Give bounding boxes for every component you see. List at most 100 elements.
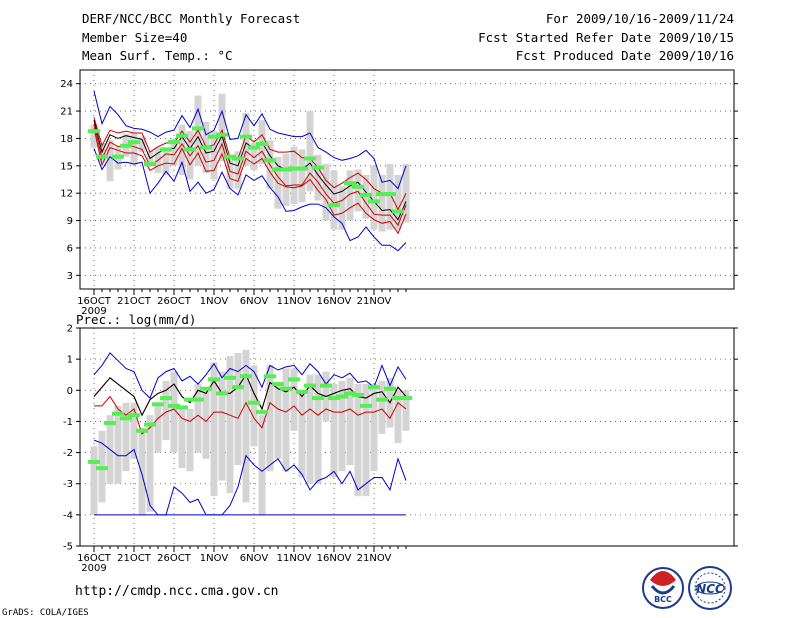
precip-ensemble-box <box>362 384 370 497</box>
precip-observed-mark <box>112 411 124 416</box>
temp-ensemble-box <box>90 124 98 148</box>
precip-observed-mark <box>344 391 356 396</box>
precip-ensemble-box <box>394 390 402 444</box>
temp-x-tick-label: 16OCT <box>77 296 112 307</box>
temp-observed-mark <box>280 167 292 172</box>
precip-ensemble-box <box>330 384 338 478</box>
temp-ensemble-box <box>298 149 306 203</box>
precip-observed-mark <box>232 385 244 390</box>
temp-observed-mark <box>208 134 220 139</box>
precip-observed-mark <box>200 386 212 391</box>
precip-ensemble-box <box>146 415 154 512</box>
temp-ensemble-box <box>250 143 258 171</box>
temp-observed-mark <box>344 181 356 186</box>
temperature-panel: 3 6 9 12 15 18 21 24 16OCT 21OCT 26OCT 1NOV 6NOV 11NO… <box>60 69 738 317</box>
precip-max-line <box>93 352 407 399</box>
precip-observed-mark <box>392 396 404 401</box>
temp-observed-mark <box>176 133 188 138</box>
precip-observed-mark <box>168 403 180 408</box>
precip-ensemble-box <box>234 352 242 466</box>
temp-ensemble-box <box>210 131 218 180</box>
temp-y-tick-label: 12 <box>60 189 73 200</box>
temp-y-tick-label: 21 <box>60 107 73 118</box>
precip-observed-mark <box>216 391 228 396</box>
precip-observed-mark <box>264 374 276 379</box>
precip-y-tick-label: -3 <box>63 479 73 490</box>
precip-ensemble-box <box>226 356 234 494</box>
temp-ensemble-box <box>218 93 226 162</box>
precip-ensemble-box <box>306 374 314 484</box>
precip-observed-mark <box>336 394 348 399</box>
temp-observed-mark <box>128 140 140 145</box>
precip-ensemble-box <box>170 371 178 453</box>
ncc-logo-text: NCC <box>696 582 724 596</box>
temp-observed-mark <box>360 193 372 198</box>
temp-observed-mark <box>256 141 268 146</box>
precip-ensemble-box <box>290 368 298 431</box>
precip-plot-area <box>80 328 734 546</box>
temp-observed-mark <box>368 199 380 204</box>
precip-x-tick-label: 16OCT <box>77 553 112 564</box>
temp-ensemble-box <box>402 163 410 223</box>
precip-ensemble-box <box>122 402 130 472</box>
temp-observed-mark <box>392 209 404 214</box>
temp-x-tick-label: 16NOV <box>317 296 352 307</box>
precip-observed-mark <box>128 413 140 418</box>
temp-year-label: 2009 <box>81 306 106 317</box>
temp-ensemble-box <box>394 174 402 230</box>
temp-observed-mark <box>240 134 252 139</box>
precip-observed-mark <box>240 374 252 379</box>
precip-observed-mark <box>256 410 268 415</box>
precip-ensemble-box <box>218 371 226 481</box>
temp-observed-mark <box>216 132 228 137</box>
precip-ensemble-box <box>130 402 138 459</box>
temp-y-tick-label: 9 <box>67 216 73 227</box>
temp-ensemble-box <box>234 151 242 189</box>
temp-ensemble-box <box>226 156 234 189</box>
precip-ensemble-box <box>186 408 194 472</box>
precip-observed-mark <box>304 383 316 388</box>
temp-ensemble-box <box>306 111 314 192</box>
temp-x-tick-label: 1NOV <box>200 296 229 307</box>
temp-observed-mark <box>96 154 108 159</box>
temp-ensemble-box <box>290 146 298 205</box>
precip-observed-mark <box>160 396 172 401</box>
temp-x-tick-label: 6NOV <box>240 296 269 307</box>
temp-observed-mark <box>384 192 396 197</box>
temp-y-tick-label: 6 <box>67 243 73 254</box>
precip-x-tick-label: 1NOV <box>200 553 229 564</box>
grads-credit: GrADS: COLA/IGES <box>2 608 89 618</box>
ncc-logo: NCC <box>688 566 732 610</box>
temp-ensemble-box <box>322 163 330 221</box>
temp-y-tick-label: 24 <box>60 79 73 90</box>
temp-observed-mark <box>248 145 260 150</box>
precip-observed-mark <box>176 405 188 410</box>
temp-observed-mark <box>120 143 132 148</box>
precip-x-tick-label: 11NOV <box>277 553 312 564</box>
precip-observed-mark <box>152 402 164 407</box>
temp-observed-mark <box>192 126 204 131</box>
precip-ensemble-box <box>114 405 122 484</box>
precip-observed-mark <box>192 397 204 402</box>
precip-observed-mark <box>328 396 340 401</box>
precip-ensemble-box <box>266 365 274 472</box>
precip-observed-mark <box>400 396 412 401</box>
forecast-period-label: For 2009/10/16-2009/11/24 <box>545 11 734 26</box>
temp-x-tick-label: 26OCT <box>157 296 192 307</box>
precip-y-tick-label: -2 <box>63 448 73 459</box>
precip-ensemble-box <box>378 380 386 434</box>
temp-lower-line <box>93 123 407 227</box>
precip-x-tick-label: 26OCT <box>157 553 192 564</box>
temp-ensemble-box <box>314 154 322 201</box>
precip-observed-mark <box>104 420 116 425</box>
temp-observed-mark <box>352 184 364 189</box>
source-url[interactable]: http://cmdp.ncc.cma.gov.cn <box>75 584 279 599</box>
precip-ensemble-box <box>258 415 266 515</box>
precip-ensemble-box <box>338 380 346 472</box>
temp-observed-mark <box>288 166 300 171</box>
precip-observed-mark <box>120 416 132 421</box>
temp-observed-mark <box>224 154 236 159</box>
precip-min-line <box>93 439 407 516</box>
precip-ensemble-box <box>242 349 250 503</box>
precip-x-tick-label: 21OCT <box>117 553 152 564</box>
